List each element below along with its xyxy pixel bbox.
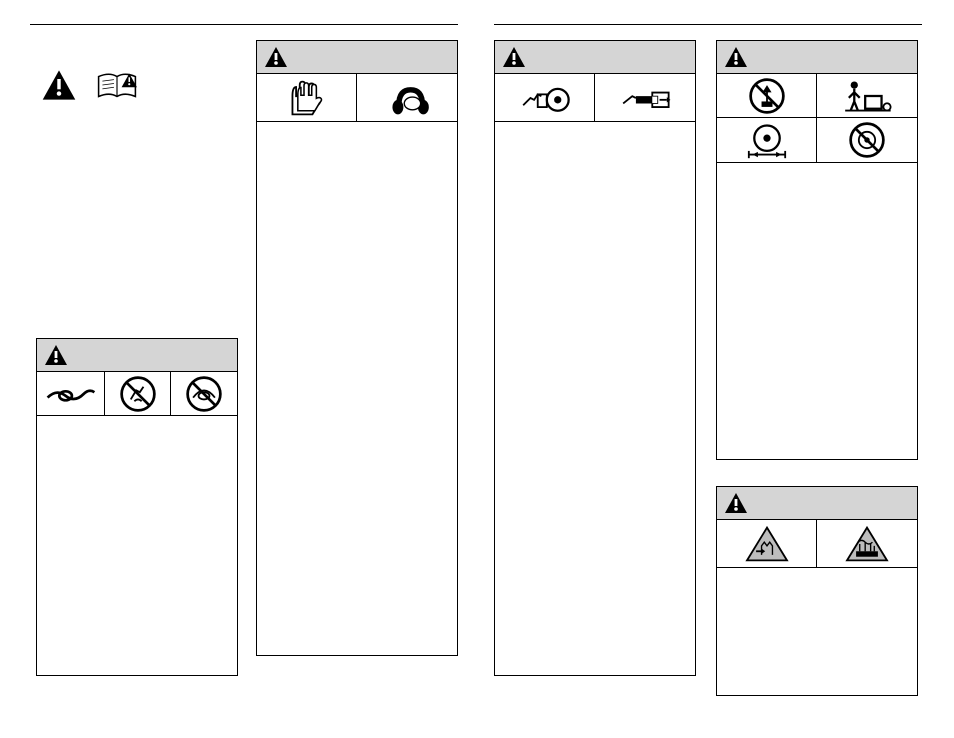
icon-row xyxy=(257,74,457,122)
page xyxy=(0,0,954,738)
hand-bolt-insert-icon xyxy=(595,74,695,121)
warning-triangle-icon xyxy=(723,45,749,69)
hand-spool-icon xyxy=(495,74,595,121)
read-manual-book-icon xyxy=(94,64,140,106)
icon-grid xyxy=(717,74,917,163)
intro-icons xyxy=(36,64,226,106)
top-rule-left xyxy=(30,24,458,25)
panel-header xyxy=(257,41,457,74)
gloves-icon xyxy=(257,74,357,121)
panel-header xyxy=(495,41,695,74)
panel-body-text xyxy=(495,122,695,134)
warning-triangle-icon xyxy=(263,45,289,69)
no-hand-pinch-circle-icon xyxy=(105,372,171,415)
warning-triangle-icon xyxy=(723,491,749,515)
panel-body-text xyxy=(257,122,457,134)
panel-rope-hazards xyxy=(36,338,238,676)
warning-triangle-icon xyxy=(43,343,69,367)
hand-pinch-triangle-icon xyxy=(717,520,817,567)
panel-prohibitions xyxy=(716,40,918,460)
icon-row xyxy=(37,372,237,416)
panel-operation xyxy=(494,40,696,676)
person-block-ground-icon xyxy=(817,74,917,118)
panel-body-text xyxy=(37,416,237,428)
panel-body-text xyxy=(717,568,917,608)
panel-body-text xyxy=(717,163,917,175)
panel-ppe xyxy=(256,40,458,656)
no-upward-lift-circle-icon xyxy=(717,74,817,118)
panel-header xyxy=(717,487,917,520)
panel-header xyxy=(37,339,237,372)
panel-header xyxy=(717,41,917,74)
head-ear-protection-icon xyxy=(357,74,457,121)
spool-no-slash-icon xyxy=(817,118,917,162)
spool-diameter-ok-icon xyxy=(717,118,817,162)
no-loop-circle-icon xyxy=(171,372,237,415)
surface-hazard-triangle-icon xyxy=(817,520,917,567)
warning-triangle-icon xyxy=(501,45,527,69)
top-rule-right xyxy=(494,24,922,25)
warning-triangle-icon xyxy=(36,64,82,106)
knotted-rope-icon xyxy=(37,372,105,415)
icon-row xyxy=(495,74,695,122)
icon-row xyxy=(717,520,917,568)
panel-pinch-burn xyxy=(716,486,918,696)
